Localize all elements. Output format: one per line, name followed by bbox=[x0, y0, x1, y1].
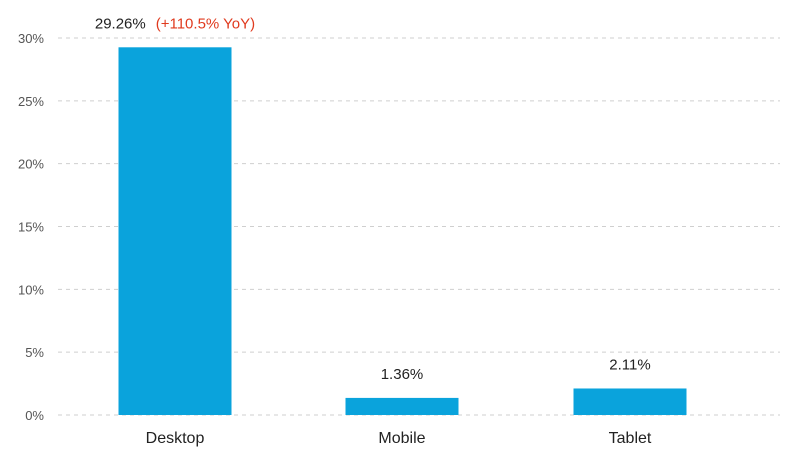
x-axis-category-labels: Desktop Mobile Tablet bbox=[146, 430, 652, 447]
bar-value-label: 29.26% (+110.5% YoY) bbox=[95, 15, 255, 32]
bars bbox=[118, 47, 687, 416]
y-tick-label: 15% bbox=[18, 220, 44, 235]
bar-mobile bbox=[345, 397, 459, 415]
y-tick-label: 25% bbox=[18, 94, 44, 109]
y-tick-label: 5% bbox=[25, 345, 44, 360]
bar-desktop bbox=[118, 47, 232, 416]
bar-value-label: 1.36% bbox=[381, 366, 424, 383]
y-axis-tick-labels: 0% 5% 10% 15% 20% 25% 30% bbox=[18, 31, 44, 423]
bar-tablet bbox=[573, 388, 687, 415]
bar-value-text: 29.26% bbox=[95, 15, 146, 32]
y-tick-label: 10% bbox=[18, 282, 44, 297]
y-tick-label: 0% bbox=[25, 408, 44, 423]
yoy-annotation: (+110.5% YoY) bbox=[156, 15, 255, 32]
y-tick-label: 20% bbox=[18, 157, 44, 172]
x-category-label: Desktop bbox=[146, 430, 205, 447]
y-tick-label: 30% bbox=[18, 31, 44, 46]
bar-value-label: 2.11% bbox=[609, 356, 650, 373]
x-category-label: Tablet bbox=[609, 430, 652, 447]
bar-value-labels: 29.26% (+110.5% YoY) 1.36% 2.11% bbox=[95, 15, 651, 383]
x-category-label: Mobile bbox=[378, 430, 425, 447]
